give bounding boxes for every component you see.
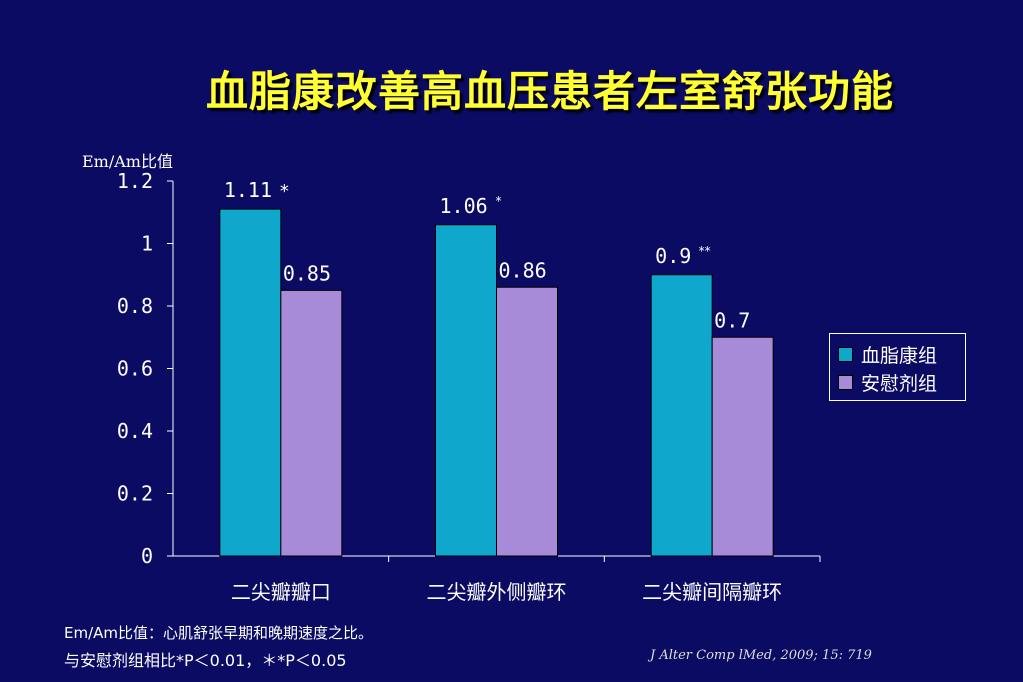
y-tick-label: 1: [141, 232, 153, 256]
x-category-label: 二尖瓣外侧瓣环: [427, 580, 567, 604]
legend-item-series-2: 安慰剂组: [838, 368, 965, 396]
chart-legend: 血脂康组 安慰剂组: [829, 333, 966, 401]
legend-label-series-1: 血脂康组: [861, 344, 938, 367]
bar-series-2: [280, 289, 343, 557]
bar-series-1: [650, 274, 713, 557]
bar-series-1: [219, 208, 282, 557]
bar-series-2: [496, 286, 558, 557]
significance-mark: **: [699, 244, 711, 258]
y-tick-label: 1.2: [117, 169, 153, 193]
legend-swatch-series-1: [838, 346, 853, 362]
x-category-label: 二尖瓣瓣口: [231, 580, 331, 604]
data-label: 0.9: [655, 244, 691, 268]
legend-item-series-1: 血脂康组: [838, 340, 965, 368]
reference-citation: J Alter Comp lMed, 2009; 15: 719: [650, 648, 872, 663]
significance-mark: *: [280, 181, 289, 202]
y-tick-label: 0.6: [117, 357, 153, 381]
data-label: 0.86: [499, 258, 547, 282]
page-title: 血脂康改善高血压患者左室舒张功能: [205, 67, 894, 116]
legend-label-series-2: 安慰剂组: [861, 372, 938, 395]
data-label: 0.7: [714, 308, 750, 332]
y-tick-label: 0: [141, 544, 153, 568]
y-tick-label: 0.4: [117, 419, 153, 443]
footnote-significance: 与安慰剂组相比*P＜0.01，＊*P＜0.05: [64, 651, 347, 670]
y-axis-label: Em/Am比值: [82, 152, 173, 171]
footnote-definition: Em/Am比值：心肌舒张早期和晚期速度之比。: [64, 624, 374, 642]
legend-swatch-series-2: [838, 374, 853, 390]
bar-series-1: [435, 224, 497, 557]
significance-mark: *: [496, 194, 502, 208]
data-label: 1.06: [440, 194, 488, 218]
data-label: 0.85: [283, 261, 331, 285]
bar-series-2: [711, 336, 774, 557]
x-category-label: 二尖瓣间隔瓣环: [642, 580, 782, 604]
y-tick-label: 0.8: [117, 294, 153, 318]
data-label: 1.11: [224, 178, 272, 202]
y-tick-label: 0.2: [117, 482, 153, 506]
